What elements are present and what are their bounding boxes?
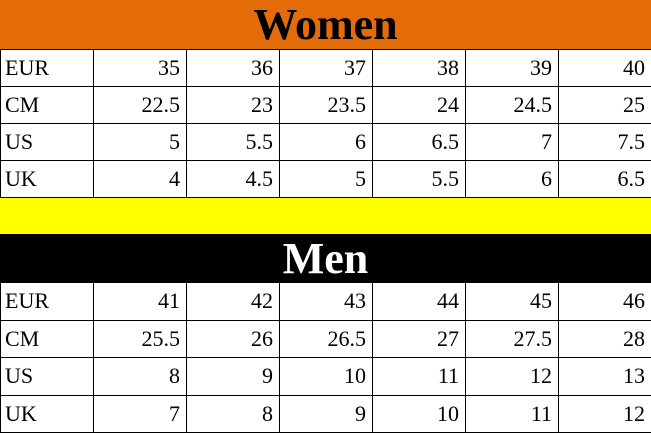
size-cell: 6.5 [373, 124, 466, 161]
size-cell: 44 [373, 283, 466, 321]
size-cell: 22.5 [94, 87, 187, 124]
size-cell: 41 [94, 283, 187, 321]
size-cell: 6 [466, 161, 559, 198]
size-cell: 27.5 [466, 320, 559, 358]
size-cell: 28 [559, 320, 651, 358]
size-cell: 7.5 [559, 124, 651, 161]
size-cell: 37 [280, 50, 373, 87]
size-cell: 45 [466, 283, 559, 321]
size-cell: 4 [94, 161, 187, 198]
size-cell: 10 [373, 395, 466, 433]
size-cell: 9 [280, 395, 373, 433]
size-cell: 26 [187, 320, 280, 358]
size-cell: 5 [94, 124, 187, 161]
size-cell: 42 [187, 283, 280, 321]
size-cell: 6.5 [559, 161, 651, 198]
row-label: EUR [1, 283, 94, 321]
size-cell: 10 [280, 358, 373, 396]
row-label: CM [1, 320, 94, 358]
row-label: UK [1, 161, 94, 198]
size-cell: 6 [280, 124, 373, 161]
size-cell: 5.5 [373, 161, 466, 198]
size-cell: 9 [187, 358, 280, 396]
size-cell: 5.5 [187, 124, 280, 161]
size-cell: 11 [466, 395, 559, 433]
row-label: UK [1, 395, 94, 433]
size-cell: 40 [559, 50, 651, 87]
size-cell: 26.5 [280, 320, 373, 358]
size-cell: 43 [280, 283, 373, 321]
size-cell: 25 [559, 87, 651, 124]
row-label: EUR [1, 50, 94, 87]
row-label: US [1, 358, 94, 396]
size-cell: 8 [187, 395, 280, 433]
women-header: Women [0, 0, 651, 49]
size-cell: 36 [187, 50, 280, 87]
size-cell: 39 [466, 50, 559, 87]
size-cell: 11 [373, 358, 466, 396]
size-cell: 13 [559, 358, 651, 396]
size-cell: 8 [94, 358, 187, 396]
size-cell: 12 [559, 395, 651, 433]
men-header: Men [0, 234, 651, 282]
size-cell: 27 [373, 320, 466, 358]
size-cell: 7 [466, 124, 559, 161]
size-cell: 23.5 [280, 87, 373, 124]
size-cell: 24.5 [466, 87, 559, 124]
size-cell: 5 [280, 161, 373, 198]
size-cell: 46 [559, 283, 651, 321]
separator-bar [0, 197, 651, 235]
row-label: US [1, 124, 94, 161]
size-cell: 35 [94, 50, 187, 87]
size-cell: 23 [187, 87, 280, 124]
size-cell: 24 [373, 87, 466, 124]
row-label: CM [1, 87, 94, 124]
women-title: Women [253, 0, 397, 50]
men-title: Men [283, 233, 369, 284]
size-cell: 4.5 [187, 161, 280, 198]
size-cell: 7 [94, 395, 187, 433]
size-cell: 38 [373, 50, 466, 87]
size-cell: 25.5 [94, 320, 187, 358]
size-cell: 12 [466, 358, 559, 396]
